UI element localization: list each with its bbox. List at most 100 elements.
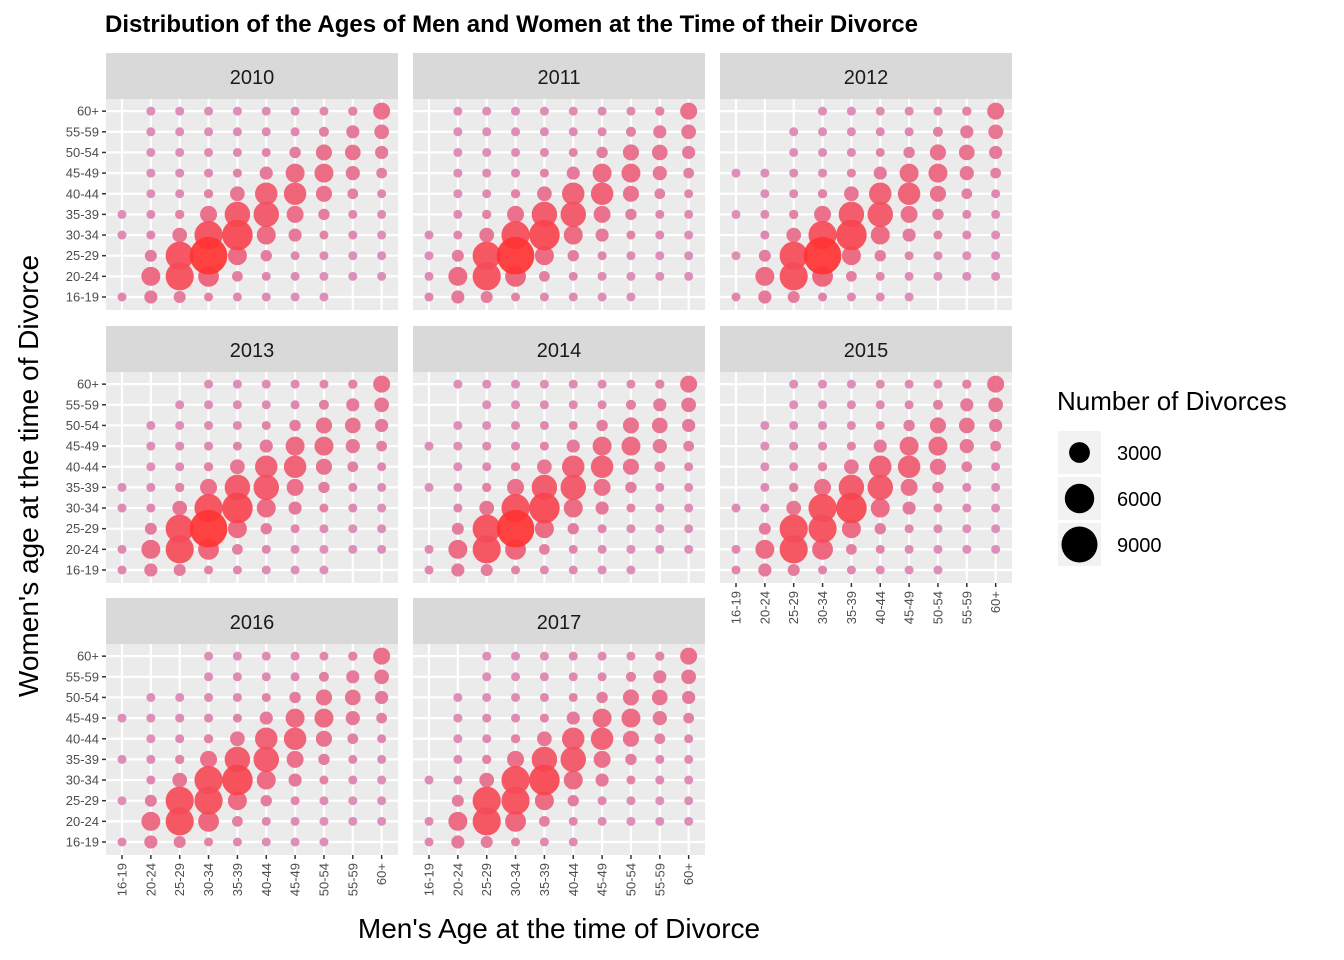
bubble-point <box>376 440 388 452</box>
bubble-point <box>626 271 636 281</box>
bubble-point <box>377 251 387 261</box>
bubble-point <box>194 765 223 795</box>
y-tick-label: 50-54 <box>66 418 99 433</box>
bubble-point <box>319 251 329 261</box>
x-axis-title: Men's Age at the time of Divorce <box>358 913 760 944</box>
bubble-point <box>348 209 358 219</box>
bubble-point <box>991 544 1001 554</box>
bubble-point <box>261 271 271 281</box>
bubble-point <box>175 462 185 472</box>
bubble-point <box>987 102 1005 120</box>
bubble-point <box>204 837 214 847</box>
bubble-point <box>760 441 770 451</box>
bubble-point <box>482 420 492 430</box>
bubble-point <box>283 727 307 750</box>
bubble-point <box>165 514 194 543</box>
bubble-point <box>844 186 859 202</box>
bubble-point <box>175 168 185 178</box>
bubble-point <box>960 125 974 139</box>
bubble-point <box>376 712 388 724</box>
y-tick-label: 30-34 <box>66 228 99 243</box>
x-tick-label: 16-19 <box>115 863 130 896</box>
bubble-point <box>789 168 799 178</box>
bubble-point <box>846 379 856 389</box>
bubble-point <box>539 400 549 410</box>
bubble-point <box>253 474 279 501</box>
y-tick-label: 20-24 <box>66 542 99 557</box>
bubble-point <box>655 482 665 492</box>
bubble-point <box>626 565 636 575</box>
bubble-point <box>846 270 857 282</box>
bubble-point <box>818 168 828 178</box>
bubble-point <box>117 837 127 847</box>
bubble-point <box>173 563 186 577</box>
bubble-point <box>928 436 948 456</box>
x-tick-label: 55-59 <box>345 863 360 896</box>
bubble-point <box>482 482 492 493</box>
bubble-point <box>875 379 885 389</box>
bubble-point <box>652 165 667 181</box>
bubble-point <box>482 754 492 765</box>
facet-panels: 2010 16-19 20-24 25-29 30-34 35-39 40-44 45-49 5… <box>66 53 1012 896</box>
bubble-point <box>165 262 194 291</box>
bubble-point <box>472 514 501 543</box>
bubble-point <box>286 205 304 223</box>
bubble-point <box>472 807 501 836</box>
bubble-point <box>146 692 156 702</box>
bubble-point <box>846 292 856 302</box>
bubble-point <box>144 563 158 577</box>
bubble-point <box>261 147 271 157</box>
x-tick-label: 20-24 <box>143 863 158 896</box>
bubble-point <box>760 503 770 513</box>
bubble-point <box>232 127 242 137</box>
facet-strip <box>413 326 705 372</box>
bubble-point <box>319 651 329 661</box>
y-tick-label: 30-34 <box>66 773 99 788</box>
bubble-point <box>259 439 273 453</box>
bubble-point <box>141 811 161 831</box>
x-tick-label: 40-44 <box>873 591 888 624</box>
bubble-point <box>507 478 525 496</box>
bubble-point <box>117 230 127 240</box>
bubble-point <box>904 271 914 281</box>
facet-strip-label: 2014 <box>537 340 582 362</box>
bubble-point <box>991 230 1001 240</box>
bubble-point <box>817 189 828 199</box>
bubble-point <box>626 651 636 661</box>
bubble-point <box>818 420 828 430</box>
x-tick-label: 55-59 <box>652 863 667 896</box>
bubble-point <box>204 400 214 410</box>
bubble-point <box>451 249 464 262</box>
bubble-point <box>175 482 185 493</box>
bubble-point <box>568 816 578 826</box>
bubble-point <box>846 400 856 410</box>
bubble-point <box>684 230 694 240</box>
bubble-point <box>593 205 611 223</box>
y-tick-label: 25-29 <box>66 521 99 536</box>
bubble-point <box>684 462 694 472</box>
bubble-point <box>560 201 586 228</box>
bubble-point <box>204 379 214 389</box>
legend-key-dot <box>1061 526 1098 563</box>
bubble-point <box>655 544 665 554</box>
bubble-point <box>655 524 665 534</box>
bubble-point <box>318 753 330 766</box>
bubble-point <box>933 271 943 281</box>
bubble-point <box>962 524 972 534</box>
bubble-point <box>315 689 333 706</box>
bubble-point <box>539 692 549 702</box>
bubble-point <box>683 712 695 724</box>
bubble-point <box>290 292 300 302</box>
bubble-point <box>373 647 391 665</box>
bubble-point <box>625 399 636 410</box>
bubble-point <box>453 127 463 137</box>
bubble-point <box>204 292 214 302</box>
bubble-point <box>789 189 799 199</box>
bubble-point <box>373 102 391 120</box>
bubble-point <box>988 397 1004 413</box>
bubble-point <box>625 208 637 221</box>
facet-panel-2015: 2015 16-19 20-24 25-29 30-34 35-39 40-44 45-49 5… <box>720 326 1012 624</box>
bubble-point <box>625 126 636 137</box>
bubble-point <box>758 290 772 304</box>
